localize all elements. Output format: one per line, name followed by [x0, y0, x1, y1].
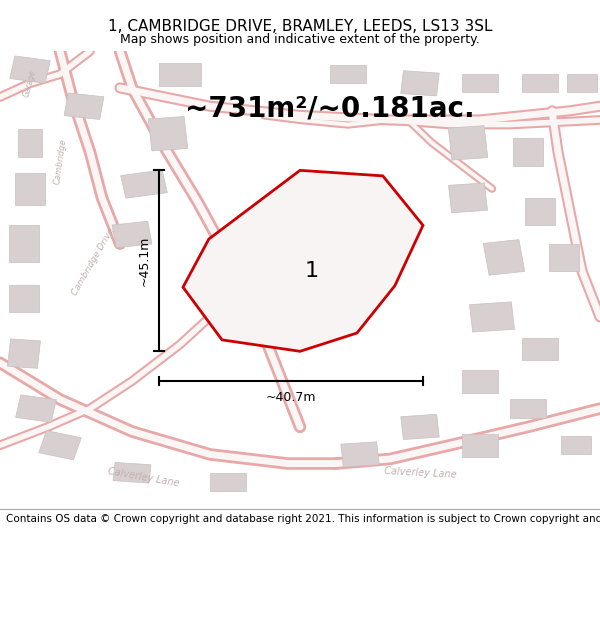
Bar: [9, 226, 39, 262]
Bar: [18, 129, 42, 157]
Text: Calverley Lane: Calverley Lane: [107, 466, 181, 489]
Bar: [522, 74, 558, 92]
Text: ~40.7m: ~40.7m: [266, 391, 316, 404]
Text: Calverley Lane: Calverley Lane: [383, 466, 457, 479]
Text: Map shows position and indicative extent of the property.: Map shows position and indicative extent…: [120, 33, 480, 46]
Bar: [462, 369, 498, 392]
Bar: [510, 399, 546, 418]
Text: Cambridge: Cambridge: [52, 138, 68, 185]
Bar: [7, 339, 41, 368]
Polygon shape: [183, 171, 423, 351]
Bar: [341, 442, 379, 467]
Text: Contains OS data © Crown copyright and database right 2021. This information is : Contains OS data © Crown copyright and d…: [6, 514, 600, 524]
Bar: [113, 462, 151, 483]
Bar: [330, 65, 366, 83]
Bar: [210, 472, 246, 491]
Text: Garage: Garage: [22, 69, 38, 98]
Bar: [462, 434, 498, 457]
Bar: [462, 74, 498, 92]
Bar: [39, 431, 81, 460]
Bar: [448, 183, 488, 213]
Bar: [10, 56, 50, 83]
Text: ~45.1m: ~45.1m: [137, 236, 151, 286]
Bar: [266, 209, 358, 287]
Text: ~731m²/~0.181ac.: ~731m²/~0.181ac.: [185, 94, 475, 122]
Bar: [513, 138, 543, 166]
Text: Cambridge Drive: Cambridge Drive: [70, 227, 116, 298]
Bar: [470, 302, 514, 332]
Bar: [567, 74, 597, 92]
Bar: [561, 436, 591, 454]
Text: 1, CAMBRIDGE DRIVE, BRAMLEY, LEEDS, LS13 3SL: 1, CAMBRIDGE DRIVE, BRAMLEY, LEEDS, LS13…: [108, 19, 492, 34]
Bar: [483, 239, 525, 275]
Bar: [15, 173, 45, 205]
Bar: [401, 414, 439, 439]
Bar: [148, 116, 188, 151]
Bar: [64, 93, 104, 119]
Bar: [159, 62, 201, 86]
Bar: [401, 71, 439, 96]
Text: 1: 1: [305, 261, 319, 281]
Bar: [525, 198, 555, 226]
Bar: [448, 126, 488, 160]
Bar: [522, 338, 558, 361]
Bar: [16, 395, 56, 422]
Bar: [9, 285, 39, 312]
Bar: [549, 244, 579, 271]
Bar: [121, 170, 167, 198]
Bar: [112, 221, 152, 248]
